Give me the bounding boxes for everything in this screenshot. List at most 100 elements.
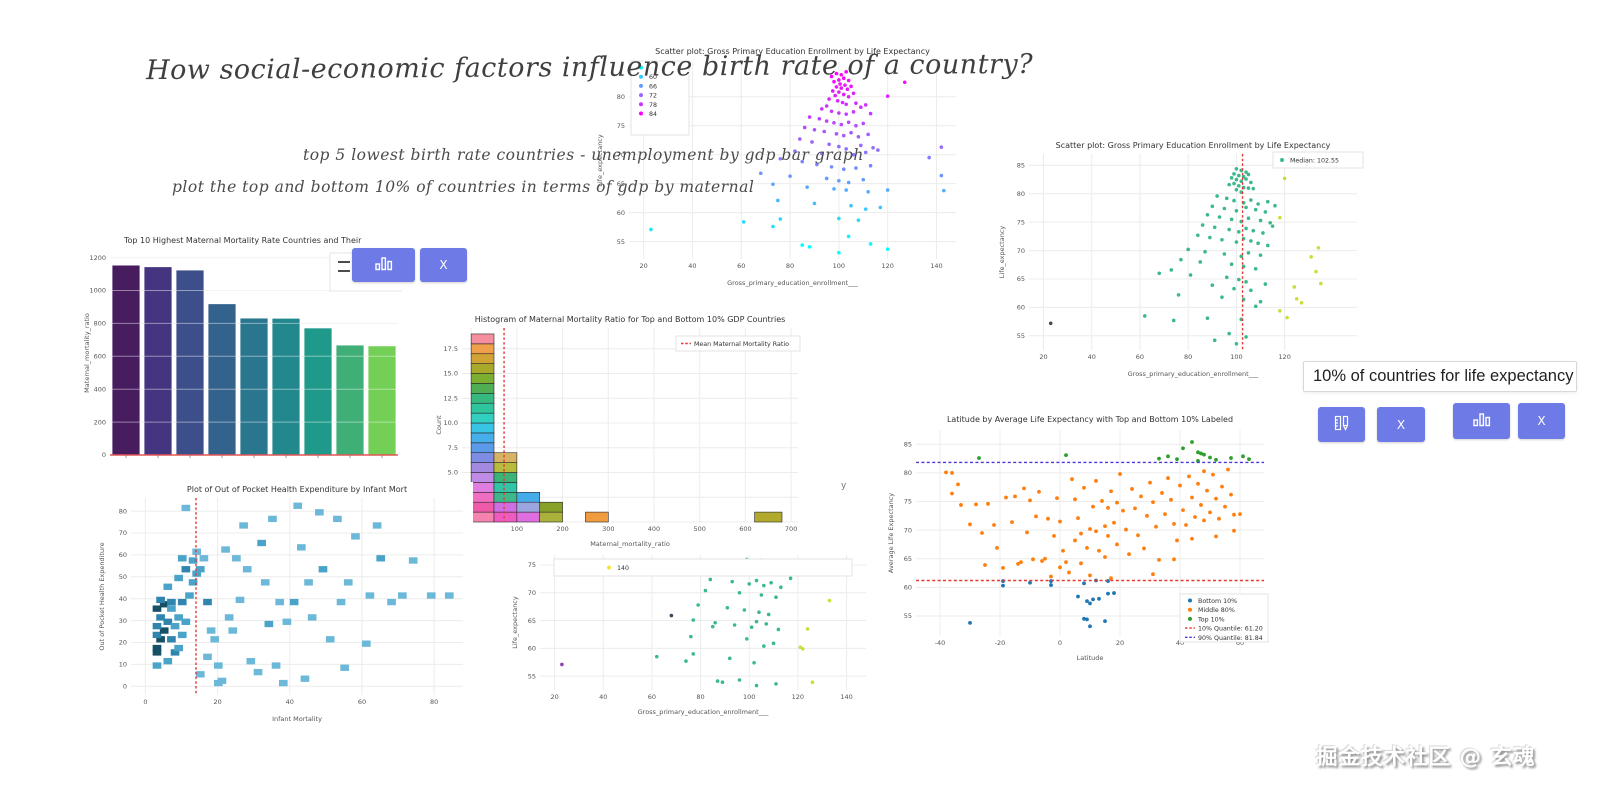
svg-text:40: 40 [1176,639,1184,647]
svg-text:600: 600 [739,525,751,533]
prompt-input[interactable] [1303,361,1577,392]
svg-text:140: 140 [617,565,629,572]
svg-text:70: 70 [119,529,127,537]
chart-button[interactable] [1453,403,1510,439]
close-icon: X [439,258,448,272]
svg-text:80: 80 [786,262,794,270]
svg-text:10: 10 [119,661,127,669]
svg-text:20: 20 [213,698,221,706]
watermark: 掘金技术社区 @ 玄魂 [1316,745,1536,770]
chart-scatter-enrollment-life-expectancy[interactable]: 55 60 65 70 75 80 20 40 60 80 100 120 140 Scatter plo… [593,44,968,289]
svg-text:10.0: 10.0 [444,419,458,427]
svg-text:80: 80 [119,507,127,515]
chart-scatter-enrollment-green[interactable]: 55 60 65 70 75 20 40 60 80 100 120 140 Gross_primary… [508,551,876,718]
svg-text:15.0: 15.0 [444,370,458,378]
svg-text:Median: 102.55: Median: 102.55 [1290,158,1339,165]
svg-text:800: 800 [94,320,106,328]
svg-text:50: 50 [119,573,127,581]
svg-text:0: 0 [102,451,106,459]
svg-text:0: 0 [1058,639,1062,647]
svg-text:100: 100 [833,262,845,270]
svg-text:Bottom 10%: Bottom 10% [1198,598,1237,605]
svg-text:70: 70 [904,526,912,534]
svg-text:80: 80 [1017,190,1025,198]
svg-text:140: 140 [840,693,852,701]
svg-text:60: 60 [358,698,366,706]
svg-text:1200: 1200 [89,254,106,262]
svg-text:60: 60 [1236,639,1244,647]
svg-text:40: 40 [286,698,294,706]
svg-text:1000: 1000 [89,287,106,295]
svg-text:120: 120 [792,693,804,701]
svg-text:55: 55 [617,238,625,246]
chart-histogram-maternal-mortality[interactable]: 0.02.55.07.510.012.515.017.5010020030040… [432,312,804,550]
chart-hist2d-health-expenditure[interactable]: 0 10 20 30 40 50 60 70 80 0 20 40 60 80 Plot of Out of… [95,482,473,725]
close-button[interactable]: X [1518,403,1565,439]
svg-text:200: 200 [556,525,568,533]
svg-text:Mean Maternal Mortality Ratio: Mean Maternal Mortality Ratio [694,341,789,348]
svg-text:700: 700 [785,525,797,533]
svg-text:Top 10%: Top 10% [1197,616,1225,623]
svg-text:12.5: 12.5 [444,394,458,402]
measure-button[interactable] [1318,407,1365,442]
close-icon: X [1396,417,1406,432]
svg-text:17.5: 17.5 [444,345,458,353]
svg-text:78: 78 [649,102,657,109]
svg-text:55: 55 [1017,332,1025,340]
svg-text:Scatter plot: Gross Primary Ed: Scatter plot: Gross Primary Education En… [1056,141,1331,150]
svg-text:20: 20 [1039,353,1047,361]
note-gdp-maternal: plot the top and bottom 10% of countries… [172,178,755,196]
svg-text:0: 0 [143,698,147,706]
close-button[interactable]: X [1377,407,1425,442]
svg-text:65: 65 [617,180,625,188]
svg-text:Life_expectancy: Life_expectancy [596,134,604,187]
svg-text:60: 60 [1136,353,1144,361]
svg-text:40: 40 [1088,353,1096,361]
svg-text:90% Quantile: 81.84: 90% Quantile: 81.84 [1198,635,1263,642]
note-bar-graph: top 5 lowest birth rate countries - unem… [303,146,864,164]
bar-chart-icon [1472,411,1492,431]
chart-button[interactable] [352,248,415,282]
svg-text:80: 80 [1184,353,1192,361]
svg-text:80: 80 [430,698,438,706]
svg-text:100: 100 [1230,353,1242,361]
svg-text:Latitude: Latitude [1077,654,1104,662]
svg-text:84: 84 [649,111,657,118]
svg-text:70: 70 [1017,247,1025,255]
svg-text:-20: -20 [995,639,1006,647]
svg-text:40: 40 [688,262,696,270]
svg-text:Middle 80%: Middle 80% [1198,607,1235,614]
svg-text:Average Life Expectancy: Average Life Expectancy [887,493,895,573]
svg-text:75: 75 [617,122,625,130]
chart-bar-maternal-mortality[interactable]: 0 200 400 600 800 1000 1200 Top 10 Highest Mate… [80,233,402,469]
svg-text:Gross_primary_education_enroll: Gross_primary_education_enrollment___ [638,708,769,716]
svg-text:Life_expectancy: Life_expectancy [998,226,1006,279]
close-button[interactable]: X [420,248,467,282]
svg-text:Histogram of Maternal Mortalit: Histogram of Maternal Mortality Ratio fo… [475,315,786,324]
svg-text:Plot of Out of Pocket Health E: Plot of Out of Pocket Health Expenditure… [187,485,407,494]
chart-scatter-latitude-life-expectancy[interactable]: 55 60 65 70 75 80 85 -40 -20 0 20 40 60 Latitude by A… [884,412,1272,664]
svg-text:140: 140 [930,262,942,270]
svg-text:400: 400 [648,525,660,533]
svg-text:55: 55 [528,672,536,680]
svg-text:5.0: 5.0 [448,469,458,477]
svg-text:60: 60 [904,584,912,592]
svg-text:20: 20 [1116,639,1124,647]
svg-text:72: 72 [649,93,657,100]
svg-text:80: 80 [696,693,704,701]
svg-text:Maternal_mortality_ratio: Maternal_mortality_ratio [590,540,670,548]
svg-text:60: 60 [528,645,536,653]
svg-text:Latitude by Average Life Expec: Latitude by Average Life Expectancy with… [947,415,1233,424]
svg-text:60: 60 [119,551,127,559]
chart-scatter-enrollment-median[interactable]: 55 60 65 70 75 80 85 20 40 60 80 100 120 Scatter plot… [995,138,1367,380]
svg-text:7.5: 7.5 [448,444,458,452]
svg-text:85: 85 [904,441,912,449]
svg-text:70: 70 [617,151,625,159]
svg-text:120: 120 [881,262,893,270]
svg-text:60: 60 [1017,304,1025,312]
svg-text:60: 60 [737,262,745,270]
svg-text:20: 20 [550,693,558,701]
svg-text:Infant Mortality: Infant Mortality [272,715,322,723]
svg-text:10% Quantile: 61.20: 10% Quantile: 61.20 [1198,626,1263,633]
